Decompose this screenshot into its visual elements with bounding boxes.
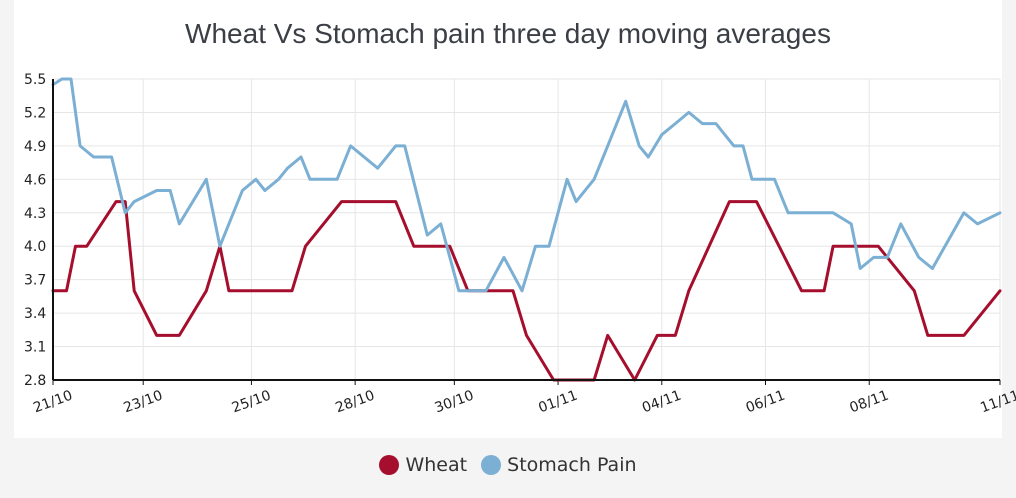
x-tick-label: 11/11 — [978, 388, 1016, 417]
legend-item-stomach-pain[interactable]: Stomach Pain — [481, 454, 637, 476]
legend-swatch-stomach-pain — [481, 455, 502, 475]
y-tick-label: 3.7 — [24, 273, 46, 289]
y-tick-label: 4.6 — [24, 172, 46, 188]
series-line-wheat — [51, 200, 1002, 382]
legend: Wheat Stomach Pain — [0, 454, 1016, 480]
legend-label-wheat: Wheat — [405, 454, 468, 476]
x-tick-label: 25/10 — [230, 388, 273, 417]
chart-title: Wheat Vs Stomach pain three day moving a… — [185, 18, 831, 49]
x-tick-label: 21/10 — [31, 388, 74, 417]
x-tick-label: 08/11 — [848, 388, 891, 417]
x-tick-label: 04/11 — [640, 388, 683, 417]
y-tick-label: 4.3 — [24, 206, 46, 222]
y-tick-label: 4.0 — [24, 239, 46, 255]
series-line-stomach-pain — [51, 77, 1002, 293]
y-tick-label: 5.2 — [24, 105, 46, 121]
x-tick-label: 06/11 — [744, 388, 787, 417]
y-tick-label: 2.8 — [24, 373, 46, 389]
legend-label-stomach-pain: Stomach Pain — [507, 454, 637, 476]
y-tick-label: 3.4 — [24, 306, 46, 322]
x-tick-label: 30/10 — [433, 388, 476, 417]
y-tick-label: 4.9 — [24, 139, 46, 155]
legend-swatch-wheat — [379, 455, 400, 475]
y-tick-label: 5.5 — [24, 72, 46, 88]
y-tick-label: 3.1 — [24, 340, 46, 356]
x-tick-label: 28/10 — [333, 388, 376, 417]
legend-item-wheat[interactable]: Wheat — [379, 454, 467, 476]
x-tick-label: 01/11 — [536, 388, 579, 417]
x-tick-label: 23/10 — [121, 388, 164, 417]
